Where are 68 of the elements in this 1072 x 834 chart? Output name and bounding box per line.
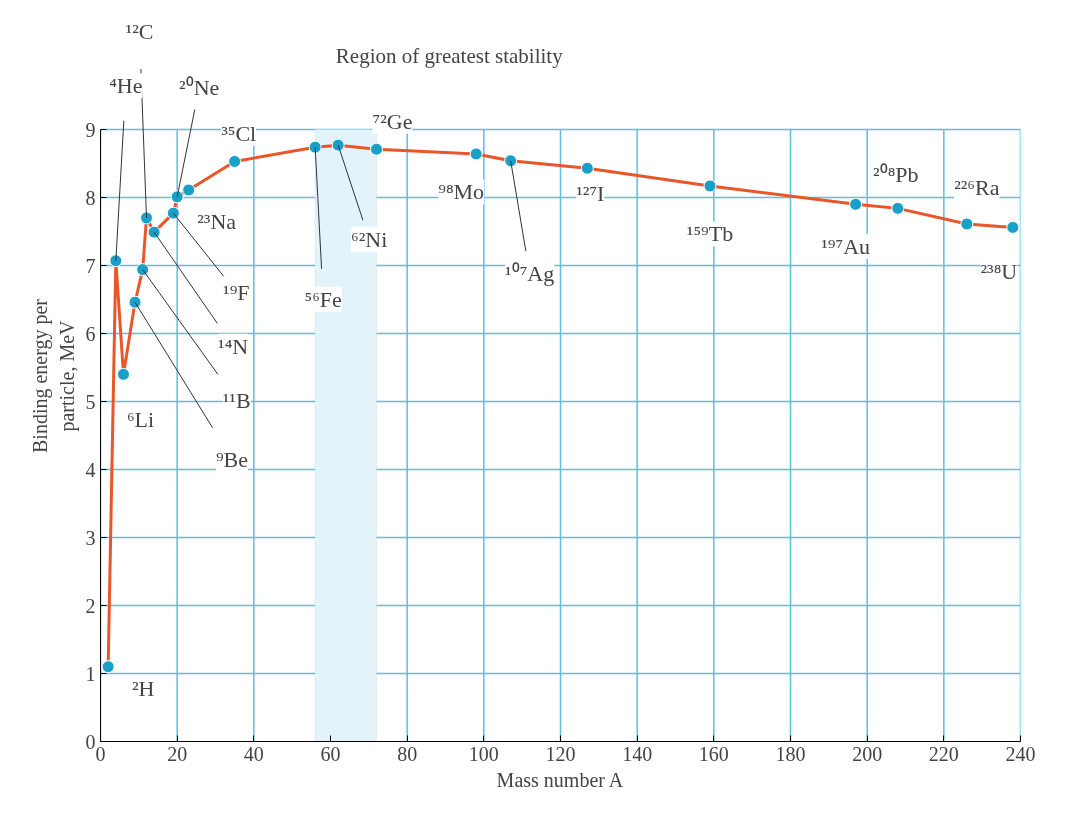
point: [228, 154, 242, 168]
annotation: ²H: [131, 676, 155, 702]
point: [182, 183, 196, 197]
y-tick-label: 4: [85, 458, 96, 481]
x-tick-label: 200: [852, 742, 883, 765]
annotation: ⁹⁸Mo: [438, 179, 485, 205]
x-tick-label: 120: [545, 742, 576, 765]
y-axis-title: Binding energy per particle, MeV: [29, 298, 79, 454]
annotation: ¹⁴N: [218, 333, 249, 359]
annotation: ²³⁸U: [980, 258, 1018, 284]
y-tick-label: 3: [85, 526, 96, 549]
annotation: ²³Na: [197, 208, 237, 234]
point: [136, 263, 150, 277]
band-label: Region of greatest stability: [335, 43, 564, 68]
point: [703, 179, 717, 193]
y-tick-label: 5: [85, 390, 96, 413]
y-tick-label: 9: [85, 118, 96, 141]
point: [128, 295, 142, 309]
x-tick-label: 220: [928, 742, 959, 765]
y-tick-label: 2: [85, 594, 96, 617]
x-tick-label: 140: [622, 742, 653, 765]
x-tick-label: 80: [397, 742, 418, 765]
point: [117, 367, 130, 381]
annotation: ²²⁶Ra: [954, 174, 1000, 200]
point: [469, 147, 483, 161]
x-tick-label: 160: [698, 742, 729, 765]
point: [891, 201, 905, 215]
point: [849, 197, 863, 211]
annotation: ²⁰Ne: [179, 75, 220, 101]
point: [960, 217, 974, 231]
annotation: ⁷²Ge: [372, 108, 413, 134]
point: [1006, 220, 1020, 234]
point: [308, 140, 322, 154]
x-tick-label: 240: [1005, 742, 1036, 765]
point: [147, 225, 161, 239]
annotation: ¹⁰⁷Ag: [505, 261, 555, 287]
annotation: ¹²⁷I: [576, 180, 605, 206]
y-tick-label: 8: [85, 186, 96, 209]
annotation: ¹¹B: [222, 388, 251, 414]
point: [101, 660, 115, 674]
x-tick-label: 20: [167, 742, 188, 765]
y-tick-label: 6: [85, 322, 96, 345]
annotation: ⁹Be: [215, 446, 249, 472]
point: [331, 138, 345, 152]
annotation: ⁴He: [109, 73, 143, 99]
annotation: ¹⁹F: [223, 279, 250, 305]
point: [580, 161, 594, 175]
annotation: ³⁵Cl: [221, 120, 257, 146]
x-tick-label: 100: [468, 742, 499, 765]
x-axis-title: Mass number A: [496, 768, 624, 791]
point: [504, 154, 518, 168]
y-tick-label: 1: [85, 662, 96, 685]
annotation: ⁶Li: [126, 406, 155, 432]
x-tick-label: 180: [775, 742, 806, 765]
x-tick-label: 60: [320, 742, 341, 765]
annotation: ⁶²Ni: [351, 226, 388, 252]
x-tick-label: 40: [243, 742, 264, 765]
point: [140, 211, 153, 225]
annotation: ²⁰⁸Pb: [873, 161, 919, 187]
point: [370, 142, 383, 156]
annotation: ⁵⁶Fe: [304, 286, 342, 312]
y-tick-label: 7: [85, 254, 96, 277]
point: [109, 254, 123, 268]
annotation: ¹²C: [125, 19, 154, 45]
annotation: ¹⁵⁹Tb: [686, 221, 734, 247]
point: [166, 206, 180, 220]
point: [170, 190, 184, 204]
annotation: ¹⁹⁷Au: [821, 233, 871, 259]
